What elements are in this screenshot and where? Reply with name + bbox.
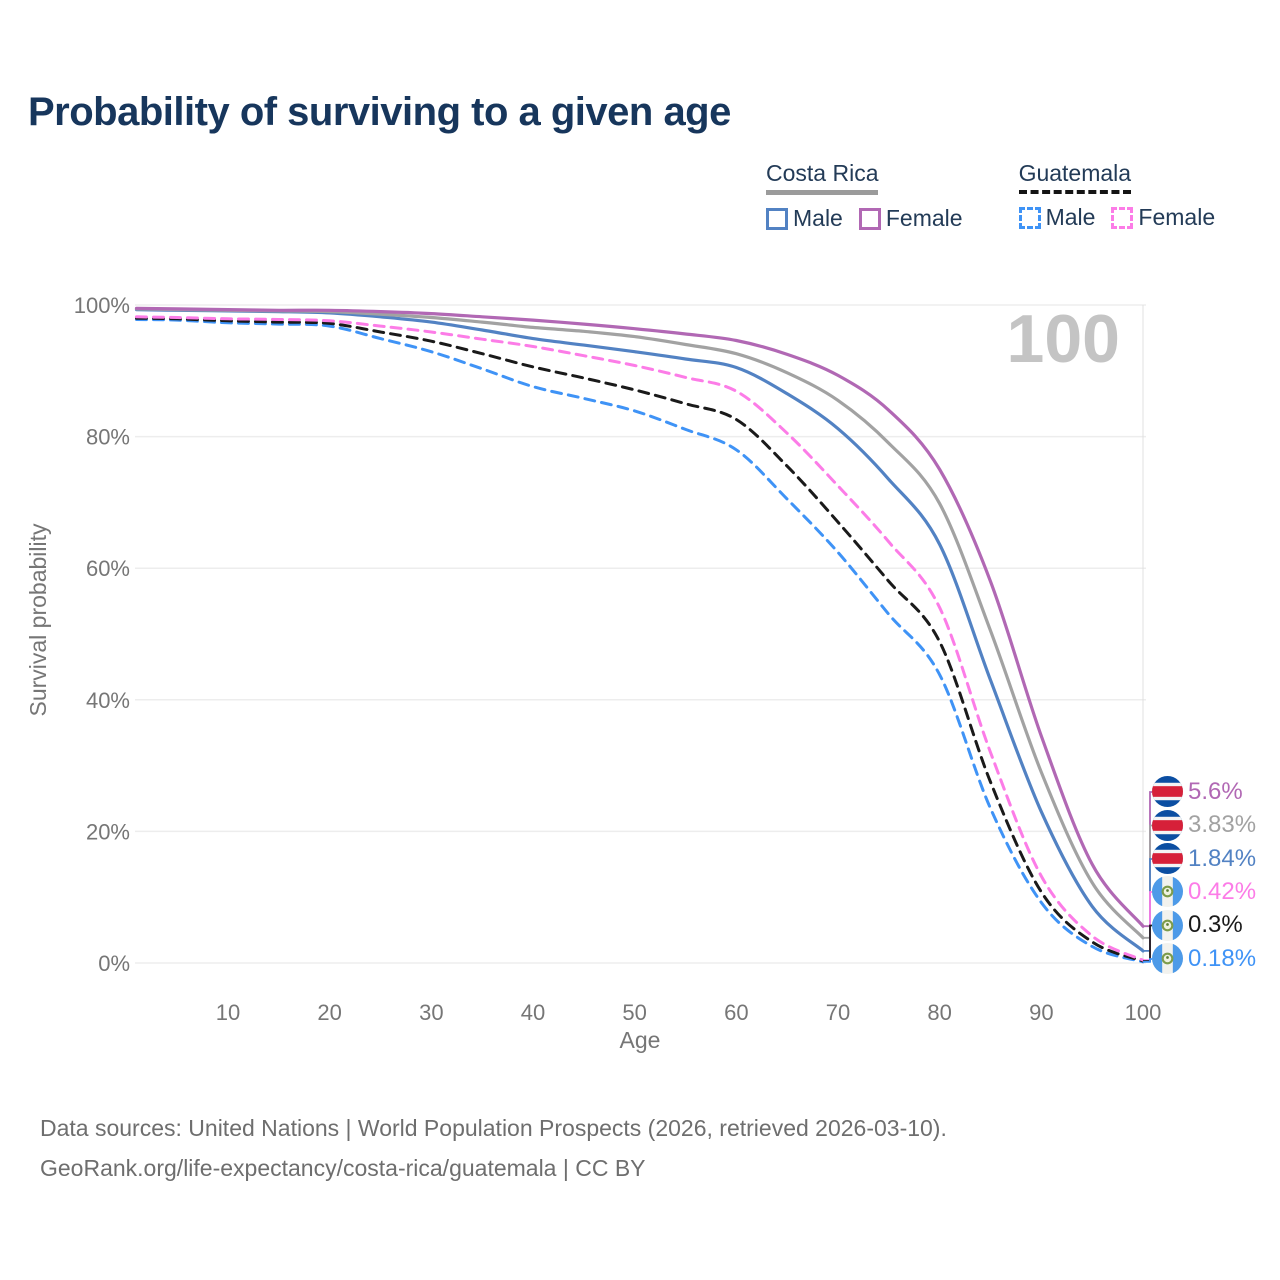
costa-rica-female-swatch-icon [858, 207, 881, 230]
grid-layer [135, 304, 1146, 964]
y-tick-label: 100% [74, 293, 130, 318]
legend-item-label: Female [1138, 204, 1216, 230]
x-axis-title: Age [620, 1027, 661, 1053]
end-label-value: 0.3% [1188, 911, 1243, 938]
end-label-value: 0.42% [1188, 877, 1257, 905]
series-line-guatemala-both-sexes[interactable] [135, 316, 1145, 963]
end-label-row-costa-rica-male: 1.84% [1152, 843, 1256, 874]
legend-item-guatemala-male[interactable]: Male [1018, 204, 1096, 231]
data-sources-line: Data sources: United Nations | World Pop… [40, 1115, 947, 1141]
costa-rica-male-swatch-icon [766, 207, 788, 230]
guatemala-female-swatch-icon [1111, 206, 1134, 229]
hovered-age-watermark: 100 [1007, 301, 1120, 377]
x-tick-label: 10 [216, 1000, 240, 1025]
x-tick-label: 50 [622, 1000, 646, 1025]
legend-group-guatemala: Guatemala Male Female [1018, 160, 1215, 232]
series-line-costa-rica-both-sexes[interactable] [134, 307, 1145, 940]
legend-item-label: Male [793, 205, 843, 231]
costa-rica-flag-icon [1152, 843, 1183, 874]
legend-item-costa-rica-male[interactable]: Male [766, 205, 843, 232]
y-tick-label: 80% [86, 425, 130, 450]
legend-group-costa-rica: Costa Rica Male Female [766, 160, 963, 232]
attribution-line: GeoRank.org/life-expectancy/costa-rica/g… [40, 1155, 646, 1181]
end-label-value: 1.84% [1188, 844, 1257, 872]
legend-header-costa-rica: Costa Rica [766, 160, 879, 195]
footer-note: Data sources: United Nations | World Pop… [40, 1108, 947, 1188]
tick-layer: 0% 20% 40% 60% 80% 100% 10 20 30 40 50 60 70 80 90 100 [74, 293, 1162, 1025]
end-label-row-costa-rica-both-sexes: 3.83% [1152, 809, 1257, 841]
legend-item-label: Male [1045, 204, 1096, 230]
end-label-row-guatemala-male: 0.18% [1152, 943, 1256, 974]
x-tick-label: 80 [927, 1000, 951, 1025]
series-line-guatemala-female[interactable] [135, 315, 1145, 962]
end-label-row-costa-rica-female: 5.6% [1152, 776, 1243, 807]
legend-header-guatemala: Guatemala [1018, 160, 1132, 194]
end-label-row-guatemala-female: 0.42% [1152, 876, 1256, 907]
end-label-row-guatemala-both-sexes: 0.3% [1152, 909, 1243, 941]
end-label-value: 5.6% [1188, 777, 1243, 805]
series-layer [134, 306, 1145, 964]
series-line-guatemala-male[interactable] [135, 318, 1145, 964]
guatemala-male-swatch-icon [1018, 206, 1041, 229]
legend-item-label: Female [885, 205, 963, 231]
page-title: Probability of surviving to a given age [28, 90, 731, 134]
series-line-costa-rica-female[interactable] [134, 306, 1145, 928]
x-tick-label: 70 [826, 1000, 850, 1025]
x-tick-label: 30 [419, 1000, 443, 1025]
end-label-value: 0.18% [1188, 944, 1257, 972]
y-axis-title: Survival probability [25, 523, 51, 717]
guatemala-flag-icon [1152, 943, 1183, 974]
chart-legend: Costa Rica Male Female Guatemala Male Fe… [766, 160, 1215, 232]
legend-item-guatemala-female[interactable]: Female [1111, 204, 1215, 231]
y-tick-label: 60% [86, 556, 130, 581]
y-tick-label: 20% [86, 819, 130, 844]
costa-rica-flag-icon [1152, 809, 1183, 841]
guatemala-flag-icon [1152, 876, 1183, 907]
legend-item-costa-rica-female[interactable]: Female [858, 205, 963, 232]
x-tick-label: 60 [724, 1000, 748, 1025]
guatemala-flag-icon [1152, 909, 1183, 941]
x-tick-label: 40 [521, 1000, 545, 1025]
y-tick-label: 40% [86, 688, 130, 713]
end-label-value: 3.83% [1188, 811, 1257, 838]
x-tick-label: 90 [1029, 1000, 1053, 1025]
x-tick-label: 20 [317, 1000, 341, 1025]
x-tick-label: 100 [1125, 1000, 1162, 1025]
costa-rica-flag-icon [1152, 776, 1183, 807]
y-tick-label: 0% [98, 951, 130, 976]
